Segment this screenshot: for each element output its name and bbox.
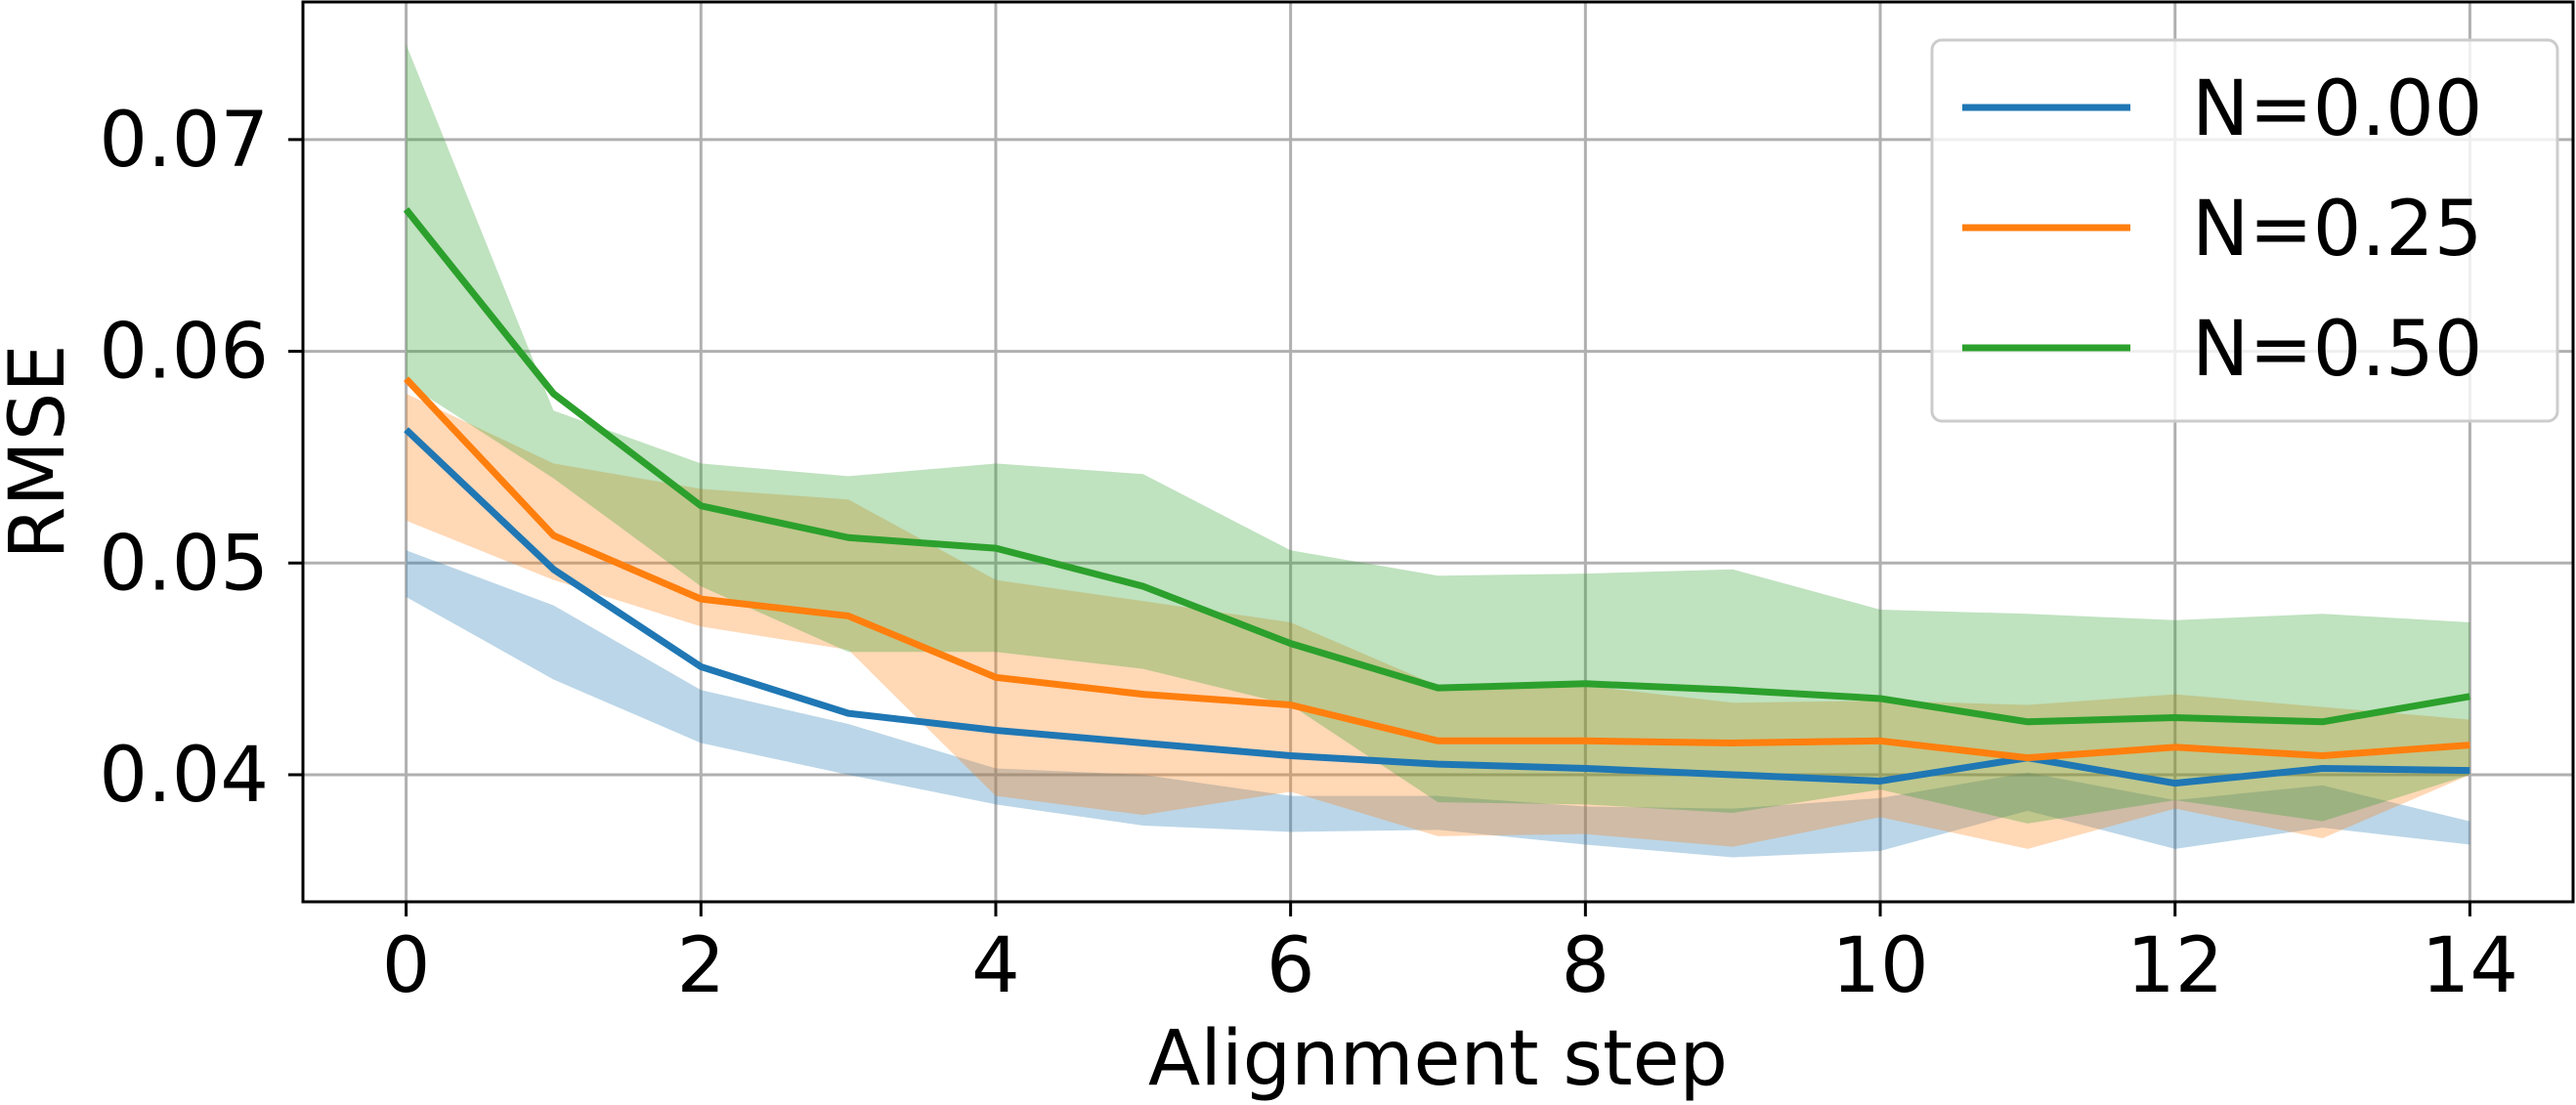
- series-lines: [403, 207, 2471, 787]
- y-axis-title: RMSE: [0, 344, 82, 559]
- x-axis-ticks: 0 2 4 6 8 10 12 14: [382, 902, 2518, 1010]
- confidence-bands: [406, 44, 2470, 858]
- x-tick-label: 4: [971, 922, 1020, 1010]
- legend: N=0.00 N=0.25 N=0.50: [1930, 38, 2559, 423]
- y-tick-label: 0.05: [99, 520, 269, 608]
- y-axis-ticks: 0.04 0.05 0.06 0.07: [99, 97, 303, 820]
- x-tick-label: 0: [382, 922, 431, 1010]
- x-tick-label: 2: [676, 922, 725, 1010]
- plot-frame: [301, 0, 2575, 904]
- x-tick-label: 12: [2126, 922, 2223, 1010]
- y-tick-label: 0.06: [99, 309, 269, 397]
- series-line: [404, 376, 2470, 762]
- legend-label: N=0.25: [2192, 186, 2482, 274]
- x-tick-label: 8: [1562, 922, 1610, 1010]
- confidence-band: [406, 44, 2470, 824]
- confidence-band: [406, 393, 2470, 849]
- legend-box: [1930, 38, 2559, 423]
- x-tick-label: 10: [1831, 922, 1928, 1010]
- series-line: [403, 207, 2471, 726]
- confidence-band: [406, 550, 2470, 858]
- y-tick-label: 0.07: [99, 97, 269, 185]
- x-tick-label: 14: [2422, 922, 2518, 1010]
- x-tick-label: 6: [1267, 922, 1315, 1010]
- legend-label: N=0.00: [2192, 65, 2482, 153]
- series-line: [404, 427, 2470, 787]
- x-axis-title: Alignment step: [1148, 1015, 1728, 1103]
- legend-label: N=0.50: [2192, 306, 2482, 394]
- y-tick-label: 0.04: [99, 732, 269, 820]
